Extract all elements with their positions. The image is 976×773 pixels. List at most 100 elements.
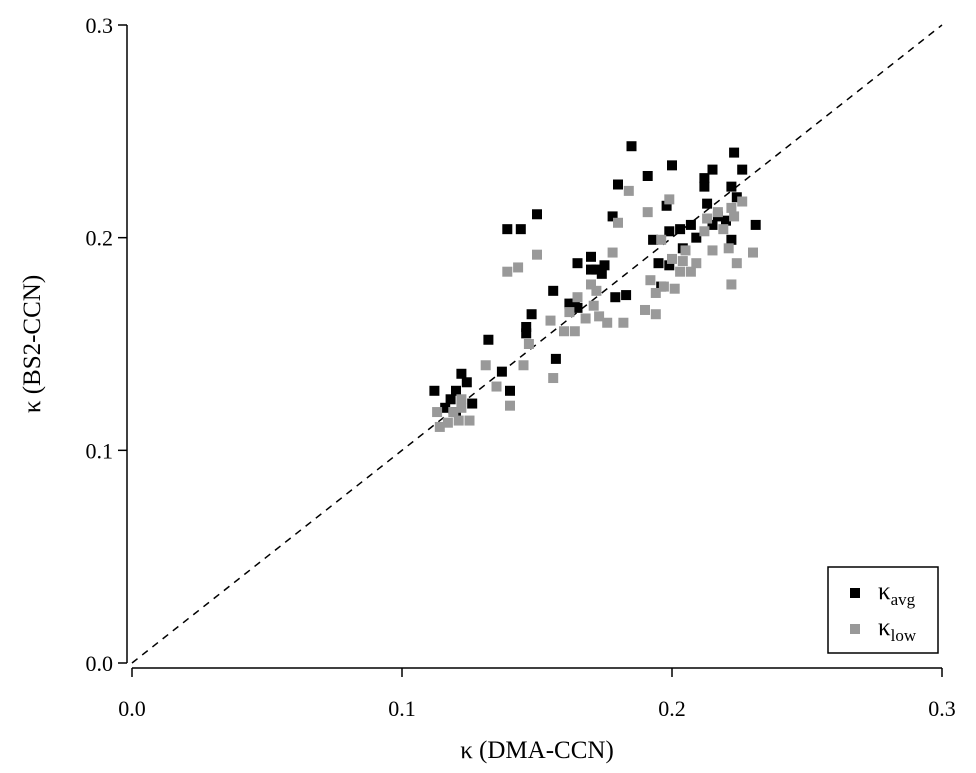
point-avg — [515, 224, 526, 235]
point-avg — [621, 290, 632, 301]
point-avg — [642, 170, 653, 181]
point-low — [623, 185, 634, 196]
x-tick-label: 0.3 — [928, 696, 956, 721]
point-low — [702, 213, 713, 224]
point-avg — [667, 160, 677, 171]
point-avg — [729, 147, 740, 158]
point-avg — [521, 328, 532, 339]
legend-marker-low — [850, 624, 860, 634]
point-low — [718, 224, 729, 235]
point-avg — [721, 215, 731, 226]
reference-line — [131, 24, 943, 664]
point-avg — [699, 181, 710, 192]
point-low — [737, 196, 748, 207]
point-low — [532, 249, 542, 260]
legend-box — [827, 566, 939, 654]
legend-symbol: κ — [878, 578, 891, 605]
series-avg — [429, 141, 761, 418]
point-low — [602, 317, 613, 328]
point-low — [464, 415, 475, 426]
y-axis-label: κ (BS2-CCN) — [19, 275, 46, 413]
point-low — [545, 315, 556, 326]
point-avg — [726, 234, 737, 245]
point-low — [664, 194, 675, 205]
legend-subscript: avg — [891, 590, 916, 609]
point-avg — [726, 181, 737, 192]
point-low — [434, 421, 445, 432]
point-low — [642, 207, 653, 218]
point-avg — [586, 264, 596, 275]
point-low — [513, 262, 524, 273]
point-low — [491, 381, 502, 392]
point-avg — [451, 385, 461, 396]
point-avg — [648, 234, 659, 245]
point-low — [607, 247, 618, 258]
point-avg — [675, 224, 686, 235]
point-low — [569, 326, 580, 337]
point-low — [618, 317, 629, 328]
point-low — [594, 311, 605, 322]
point-low — [667, 253, 677, 264]
point-avg — [664, 260, 675, 271]
point-low — [613, 217, 623, 228]
point-avg — [707, 164, 718, 175]
legend-subscript: low — [891, 626, 917, 645]
point-low — [675, 266, 686, 277]
y-tick-label: 0.1 — [86, 438, 114, 463]
point-low — [748, 247, 758, 258]
point-avg — [653, 258, 664, 269]
point-low — [726, 202, 737, 213]
point-avg — [461, 377, 472, 388]
point-avg — [661, 200, 672, 211]
point-avg — [502, 224, 513, 235]
point-avg — [548, 285, 559, 296]
data-points — [429, 141, 761, 432]
point-avg — [737, 164, 748, 175]
point-avg — [707, 219, 718, 230]
point-low — [731, 258, 742, 269]
point-low — [640, 304, 650, 315]
point-low — [650, 287, 661, 298]
point-avg — [685, 219, 696, 230]
point-low — [523, 339, 534, 349]
point-low — [650, 309, 661, 320]
point-avg — [731, 192, 742, 203]
y-tick-label: 0.2 — [86, 226, 114, 251]
one-to-one-reference-line — [131, 24, 943, 664]
point-avg — [456, 368, 467, 379]
point-low — [559, 326, 569, 337]
point-low — [691, 258, 702, 269]
point-low — [548, 373, 559, 384]
point-avg — [564, 298, 575, 309]
point-avg — [702, 198, 713, 209]
point-avg — [596, 268, 607, 279]
point-avg — [613, 179, 623, 190]
point-low — [726, 279, 737, 290]
point-low — [699, 226, 710, 237]
point-low — [712, 207, 723, 218]
point-avg — [496, 366, 507, 377]
point-avg — [483, 334, 494, 345]
point-low — [572, 292, 583, 303]
x-tick-label: 0.0 — [118, 696, 146, 721]
point-avg — [550, 353, 561, 364]
point-avg — [664, 226, 675, 237]
point-avg — [607, 211, 618, 222]
x-tick-label: 0.2 — [658, 696, 686, 721]
point-low — [502, 266, 513, 277]
point-low — [656, 234, 667, 245]
point-avg — [572, 258, 583, 269]
y-tick-label: 0.3 — [86, 13, 114, 38]
point-low — [580, 313, 591, 324]
point-avg — [591, 264, 602, 275]
point-low — [685, 266, 696, 277]
point-avg — [429, 385, 440, 396]
point-avg — [467, 398, 478, 409]
point-low — [645, 275, 656, 286]
point-avg — [691, 232, 702, 243]
y-tick-label: 0.0 — [86, 651, 114, 676]
x-axis-label: κ (DMA-CCN) — [460, 737, 614, 764]
point-low — [505, 400, 515, 411]
point-avg — [699, 173, 710, 184]
